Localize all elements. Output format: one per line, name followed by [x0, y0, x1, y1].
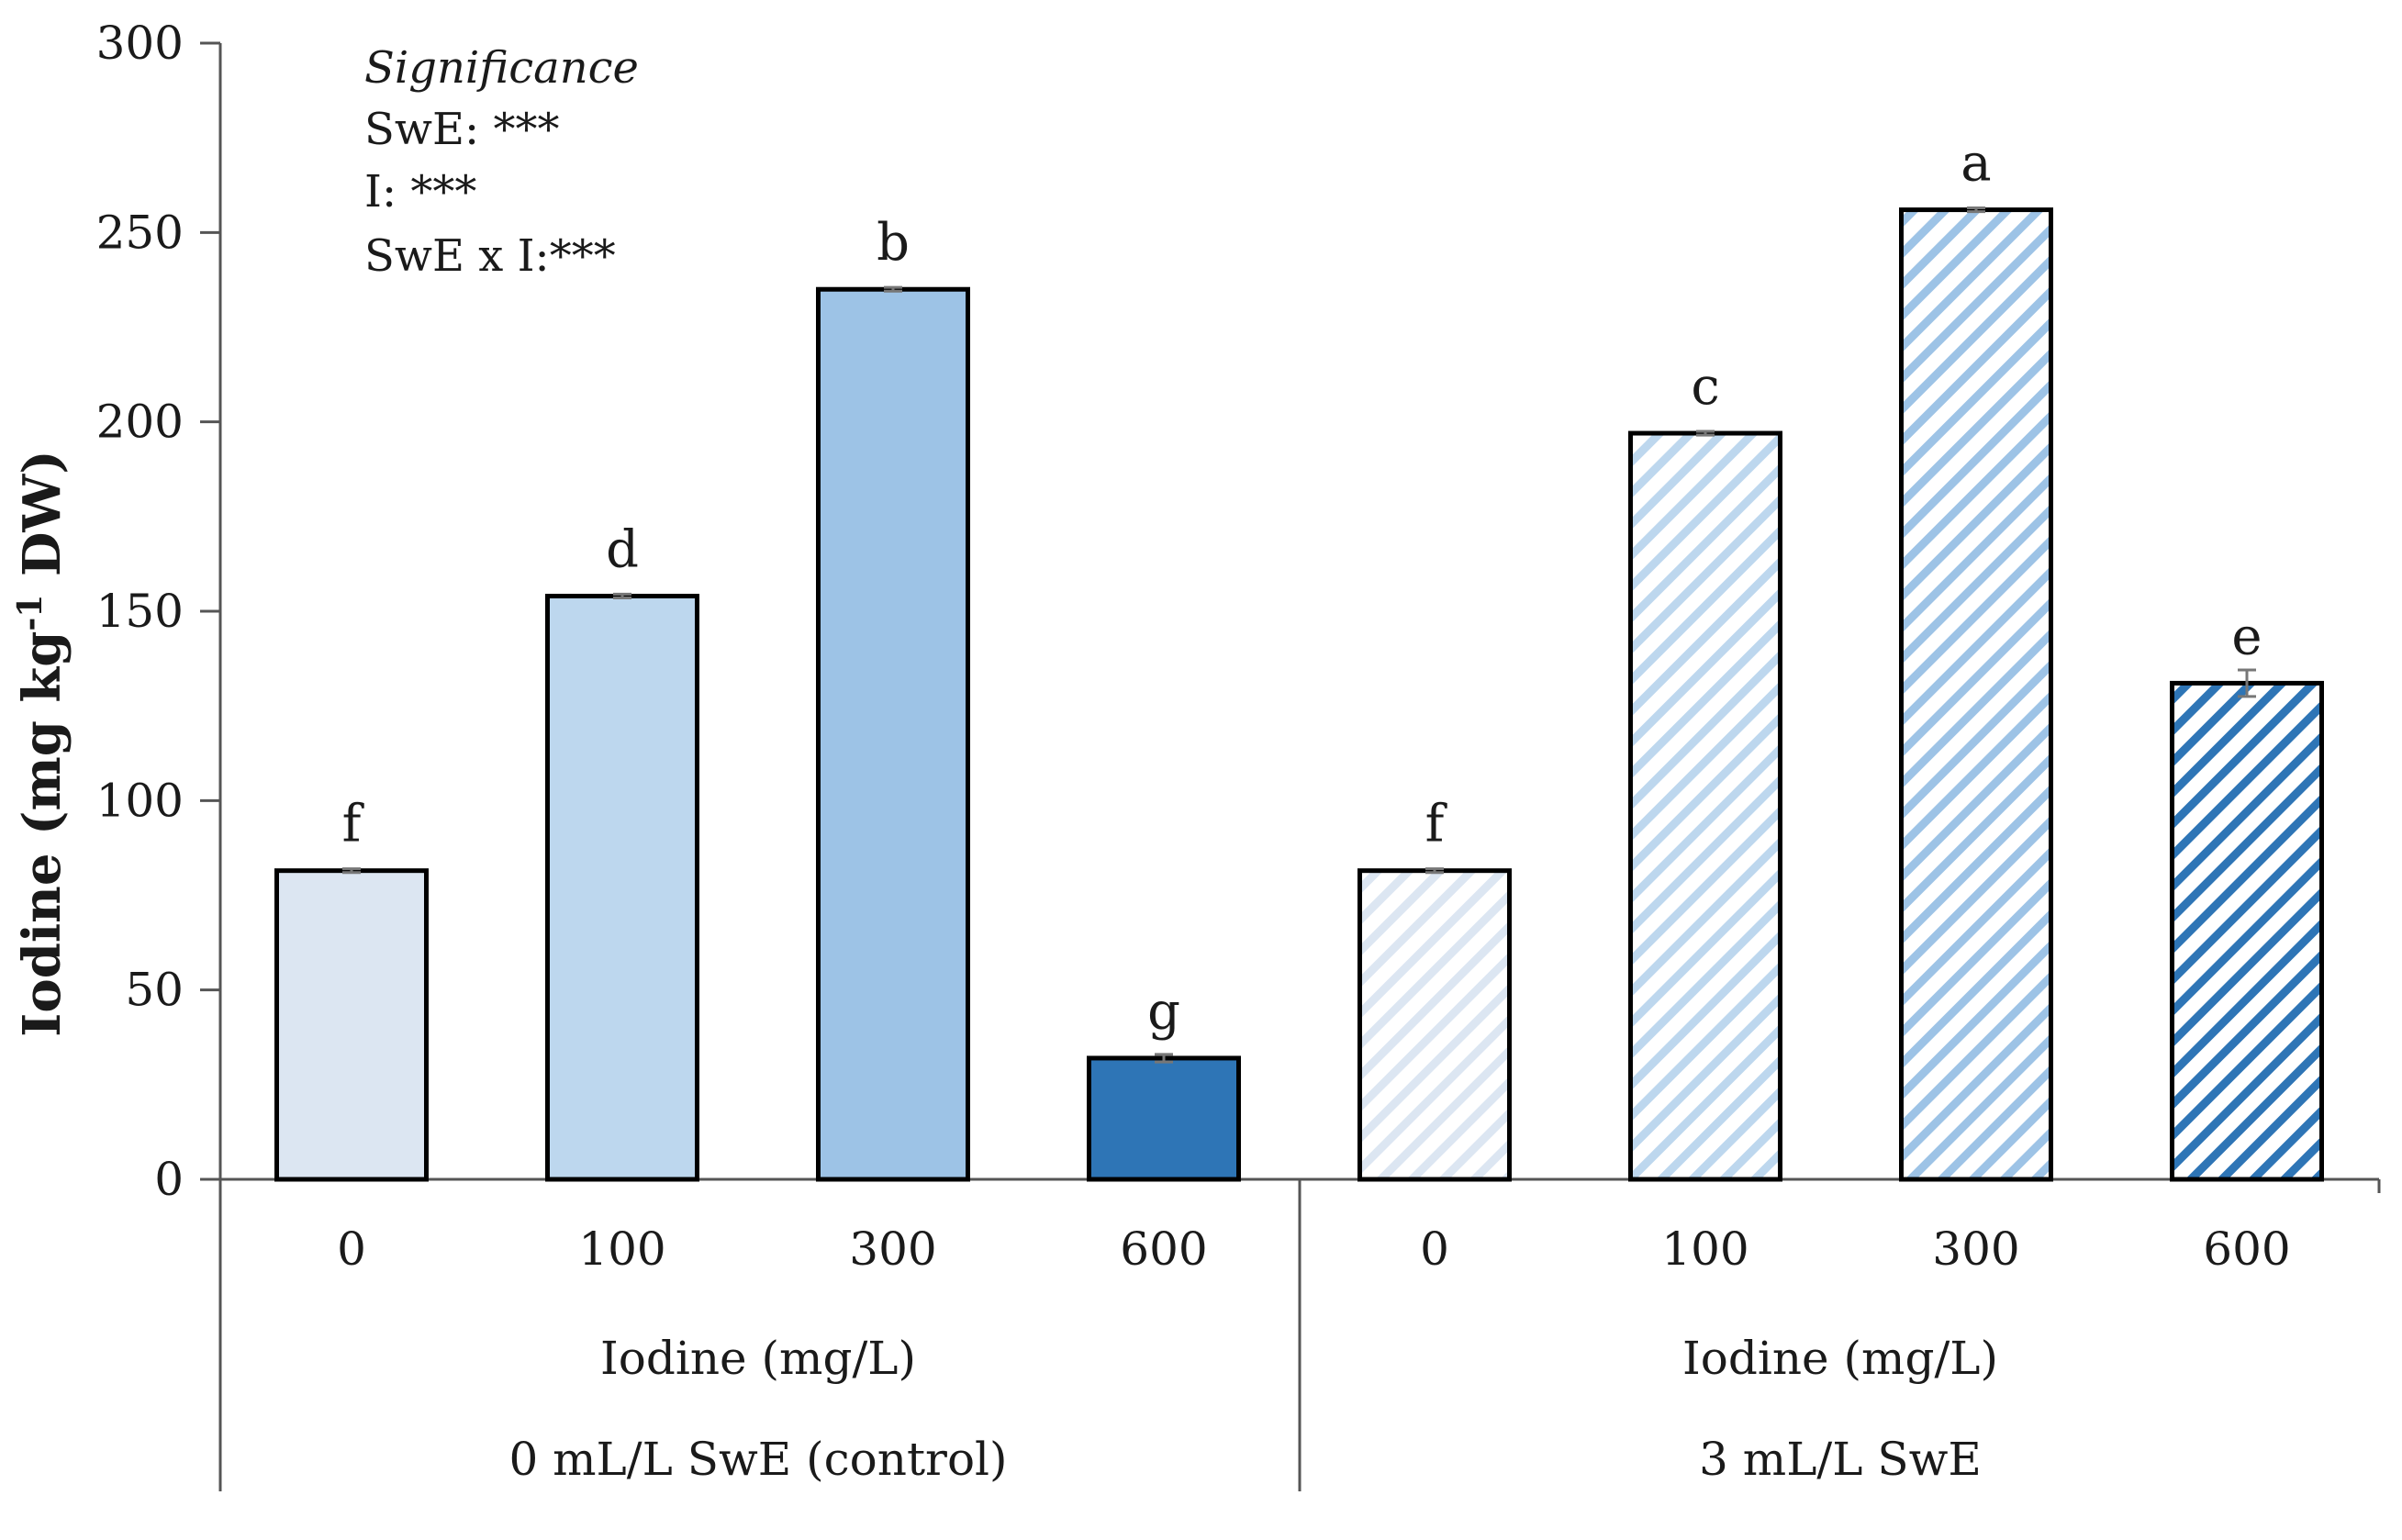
bar-0-600 — [1087, 1055, 1241, 1182]
x-tick-label: 300 — [1932, 1222, 2019, 1276]
x-tick-label: 100 — [1661, 1222, 1748, 1276]
bar-letter-f: f — [1425, 795, 1448, 854]
bar-0-100 — [545, 593, 699, 1182]
bar-1-100 — [1628, 430, 1782, 1182]
bar-letter-c: c — [1691, 357, 1719, 417]
y-axis-label-end: DW) — [12, 450, 73, 594]
x-tick-label: 0 — [337, 1222, 366, 1276]
significance-line-swe: SwE: *** — [364, 104, 559, 155]
bar-1-300 — [1899, 207, 2053, 1182]
bar-letter-f: f — [342, 795, 365, 854]
y-tick-label-200: 200 — [96, 396, 184, 449]
y-tick-label-150: 150 — [96, 585, 184, 638]
y-tick-label-250: 250 — [96, 206, 184, 259]
labels: 0 50 100 150 200 250 300 f 0 d 100 b 300 g 600 Iodine (… — [96, 17, 2291, 1486]
bar-letter-g: g — [1147, 982, 1180, 1042]
significance-line-i: I: *** — [364, 166, 476, 218]
bars — [274, 206, 2324, 1182]
y-tick-label-300: 300 — [96, 17, 184, 70]
bar-1-600 — [2170, 680, 2324, 1182]
y-tick-label-100: 100 — [96, 774, 184, 827]
group-name-1: 3 mL/L SwE — [1699, 1433, 1982, 1486]
x-axis-label-0: Iodine (mg/L) — [600, 1332, 916, 1385]
bar-0-0 — [274, 868, 429, 1182]
significance-line-interaction: SwE x I:*** — [364, 230, 616, 282]
x-tick-label: 300 — [849, 1222, 936, 1276]
y-tick-label-50: 50 — [125, 964, 184, 1017]
x-tick-label: 600 — [2203, 1222, 2290, 1276]
bar-1-0 — [1357, 868, 1512, 1182]
bar-letter-d: d — [606, 519, 639, 579]
y-axis-label: Iodine (mg kg-1 DW) — [11, 450, 73, 1037]
y-tick-label-0: 0 — [154, 1153, 184, 1206]
bar-letter-e: e — [2231, 607, 2262, 666]
significance-annotation: Significance SwE: *** I: *** SwE x I:*** — [364, 42, 639, 282]
x-axis-label-1: Iodine (mg/L) — [1682, 1332, 1998, 1385]
bar-letter-a: a — [1961, 134, 1991, 194]
x-tick-label: 100 — [578, 1222, 665, 1276]
x-tick-label: 600 — [1120, 1222, 1207, 1276]
significance-title: Significance — [364, 42, 639, 94]
y-axis-label-superscript: -1 — [11, 595, 50, 631]
y-axis-label-main: Iodine (mg kg — [12, 631, 73, 1037]
bar-0-300 — [816, 286, 970, 1182]
group-name-0: 0 mL/L SwE (control) — [508, 1433, 1007, 1486]
x-tick-label: 0 — [1420, 1222, 1449, 1276]
bar-letter-b: b — [877, 213, 910, 273]
